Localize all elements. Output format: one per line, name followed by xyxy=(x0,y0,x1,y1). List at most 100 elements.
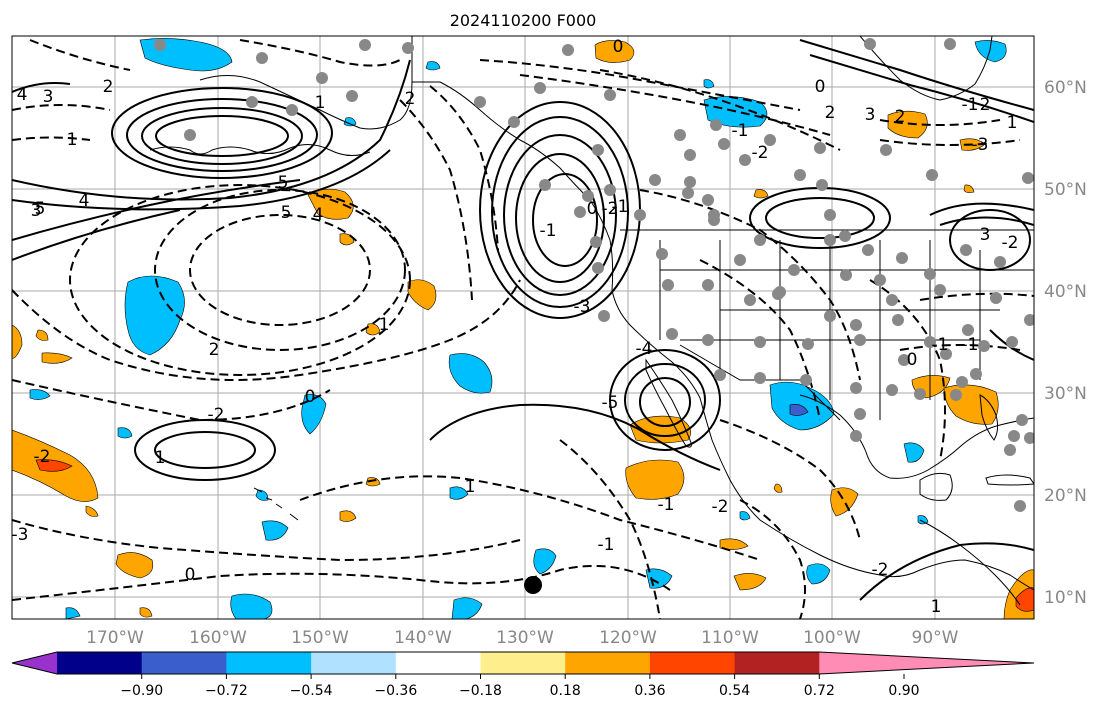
observation-point xyxy=(774,286,786,298)
observation-point xyxy=(874,274,886,286)
observation-point xyxy=(666,328,678,340)
observation-point xyxy=(896,252,908,264)
observation-point xyxy=(940,348,952,360)
contour-label: -2 xyxy=(752,143,769,163)
observation-point xyxy=(674,129,686,141)
observation-point xyxy=(744,294,756,306)
contour-label: 4 xyxy=(79,191,90,211)
observation-point xyxy=(824,310,836,322)
contour-label: 5 xyxy=(35,199,46,219)
contour-label: -5 xyxy=(602,393,619,413)
colorbar-segment xyxy=(141,652,227,674)
observation-point xyxy=(1024,314,1034,326)
contour-label: 1 xyxy=(155,448,166,468)
negative-contours xyxy=(12,39,1034,619)
colorbar-extend-min xyxy=(12,652,57,674)
observation-point xyxy=(926,169,938,181)
observation-point xyxy=(592,262,604,274)
contour-label: 2 xyxy=(209,340,220,360)
colorbar-tick-label: 0.90 xyxy=(888,683,919,699)
contour-label: -2 xyxy=(712,497,729,517)
colorbar: −0.90 −0.72 −0.54 −0.36 −0.18 0.18 0.36 0.54 0.7… xyxy=(11,651,1035,699)
colorbar-tick-label: 0.18 xyxy=(550,683,581,699)
observation-point xyxy=(184,129,196,141)
observation-point xyxy=(864,38,876,50)
observation-point xyxy=(862,244,874,256)
observation-point xyxy=(850,319,862,331)
observation-point xyxy=(924,336,936,348)
colorbar-tick-label: −0.54 xyxy=(290,683,333,699)
contour-label: 1 xyxy=(931,597,942,617)
observation-point xyxy=(1014,500,1026,512)
observation-point xyxy=(1004,444,1016,456)
colorbar-segment xyxy=(57,652,143,674)
observation-point xyxy=(710,119,722,131)
observation-point xyxy=(892,314,904,326)
contour-label: 1 xyxy=(379,315,390,335)
observation-point xyxy=(534,82,546,94)
contour-label: -1 xyxy=(598,535,615,555)
observation-point xyxy=(994,256,1006,268)
observation-point xyxy=(1008,430,1020,442)
colorbar-segment xyxy=(226,652,312,674)
lon-label: 90°W xyxy=(912,628,959,648)
observation-point xyxy=(850,382,862,394)
observation-point xyxy=(346,90,358,102)
observation-point xyxy=(898,354,910,366)
positive-shading xyxy=(12,40,1034,619)
observation-point xyxy=(702,279,714,291)
contour-label: -1 xyxy=(540,221,557,241)
contour-label: -2 xyxy=(34,447,51,467)
observation-point xyxy=(1024,432,1034,444)
coastlines xyxy=(149,36,1034,606)
contour-label: -3 xyxy=(12,525,29,545)
observation-point xyxy=(814,142,826,154)
lon-label: 170°W xyxy=(86,628,144,648)
observation-point xyxy=(590,236,602,248)
contour-label: -2 xyxy=(872,560,889,580)
contour-label: -4 xyxy=(636,339,653,359)
observation-point xyxy=(1006,336,1018,348)
observation-point xyxy=(816,179,828,191)
lon-label: 150°W xyxy=(291,628,349,648)
observation-point xyxy=(880,144,892,156)
contour-label: 1 xyxy=(1007,113,1018,133)
lat-label: 30°N xyxy=(1044,384,1087,404)
contour-label: -1 xyxy=(658,495,675,515)
contour-label: 4 xyxy=(313,205,324,225)
contour-label: 1 xyxy=(465,477,476,497)
colorbar-tick-label: 0.72 xyxy=(804,683,835,699)
contour-label: 0 xyxy=(587,199,598,219)
lat-label: 20°N xyxy=(1044,486,1087,506)
contour-label: 0 xyxy=(305,387,316,407)
observation-point xyxy=(702,334,714,346)
negative-shading xyxy=(29,38,1007,619)
observation-point xyxy=(754,336,766,348)
observation-point xyxy=(850,430,862,442)
contour-label: 0 xyxy=(613,37,624,57)
observation-point xyxy=(934,284,946,296)
observation-point xyxy=(604,184,616,196)
colorbar-tick-label: 0.54 xyxy=(719,683,750,699)
observation-point xyxy=(1022,172,1034,184)
observation-point xyxy=(886,384,898,396)
observation-point xyxy=(649,174,661,186)
observation-point xyxy=(800,374,812,386)
observation-point xyxy=(886,294,898,306)
observation-point xyxy=(286,104,298,116)
observation-point xyxy=(854,334,866,346)
contour-label: -1 xyxy=(612,197,629,217)
tropical-center-marker xyxy=(524,576,542,594)
lat-label: 10°N xyxy=(1044,588,1087,608)
observation-point xyxy=(634,209,646,221)
observation-point xyxy=(950,389,962,401)
colorbar-outline xyxy=(11,651,1035,675)
observation-point xyxy=(682,187,694,199)
observation-point xyxy=(956,376,968,388)
lat-label: 40°N xyxy=(1044,282,1087,302)
observation-point xyxy=(739,154,751,166)
